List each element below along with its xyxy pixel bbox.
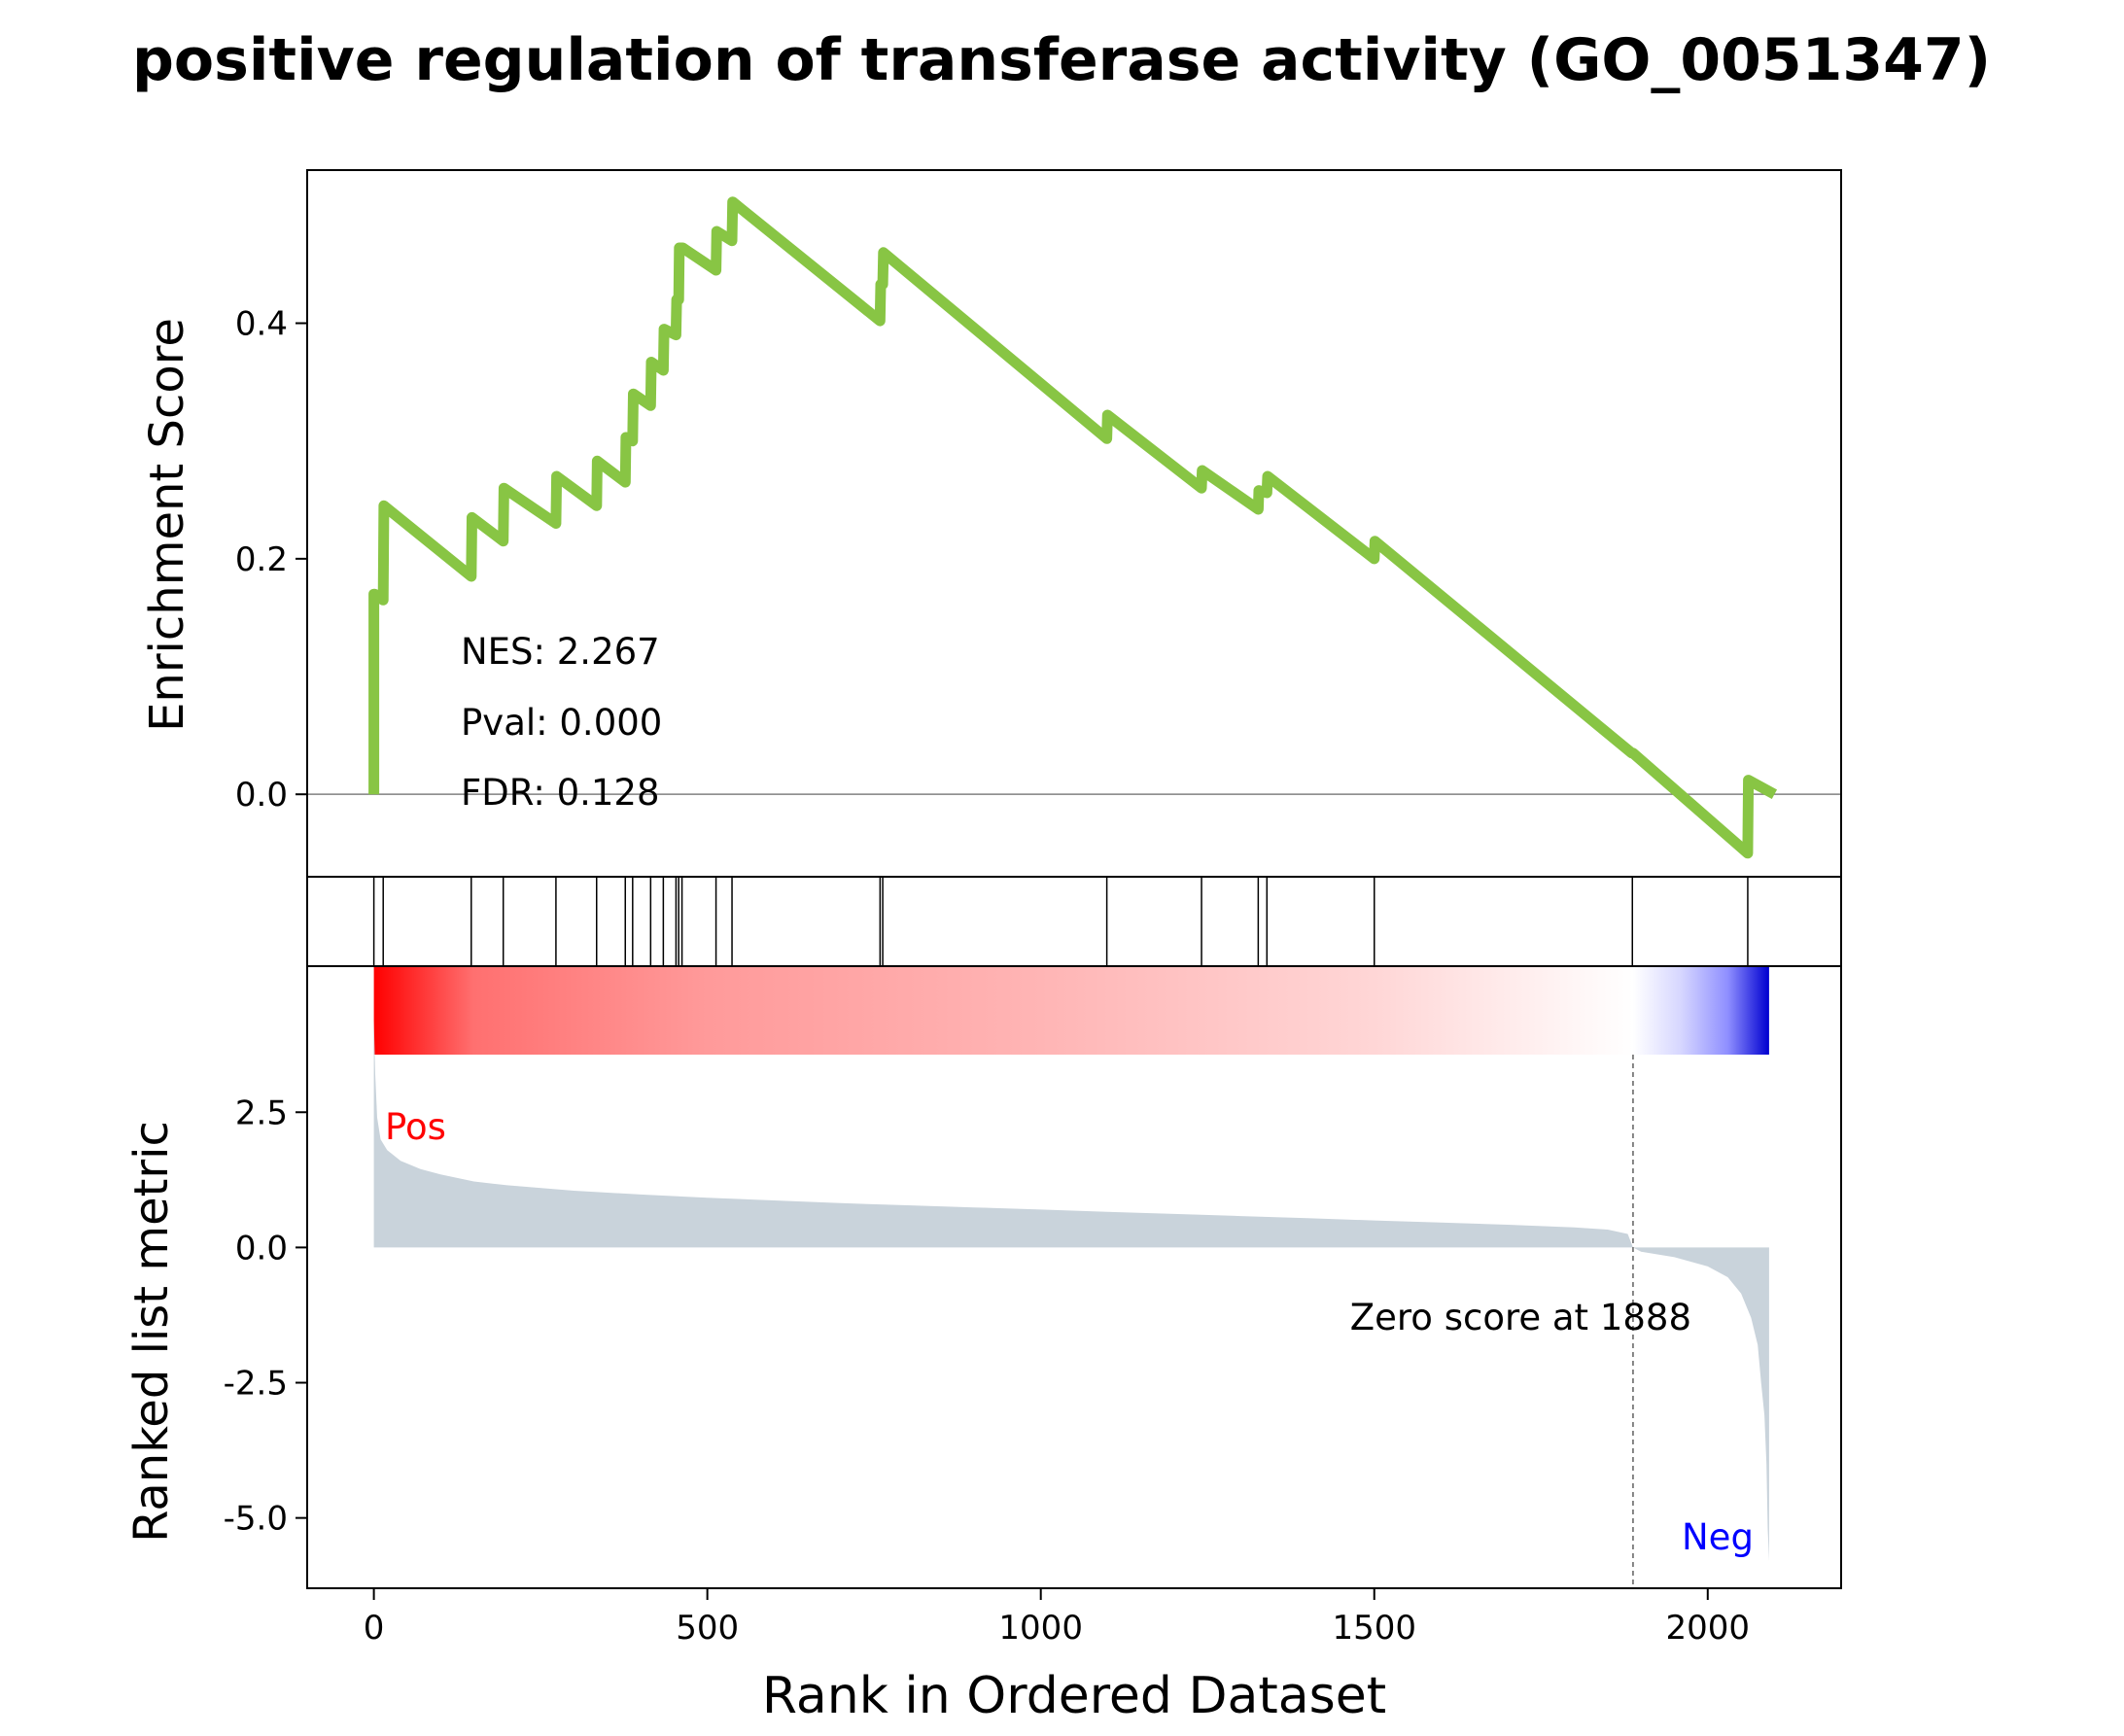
neg-label: Neg bbox=[1682, 1516, 1754, 1558]
x-axis: 0 500 1000 1500 2000 bbox=[364, 1588, 1750, 1648]
metric-y-tick-label: 0.0 bbox=[235, 1229, 288, 1267]
metric-y-tick-label: -5.0 bbox=[224, 1500, 288, 1539]
x-tick-label: 2000 bbox=[1666, 1609, 1751, 1648]
x-tick-label: 1000 bbox=[998, 1609, 1083, 1648]
es-curve bbox=[368, 196, 1778, 859]
metric-panel-frame bbox=[306, 965, 1842, 1589]
x-axis-label: Rank in Ordered Dataset bbox=[762, 1667, 1386, 1725]
es-y-tick-label: 0.4 bbox=[235, 305, 288, 344]
hit-lines bbox=[372, 877, 1749, 966]
es-y-tick-label: 0.0 bbox=[235, 776, 288, 815]
hits-panel bbox=[306, 876, 1842, 967]
metric-y-tick-label: 2.5 bbox=[235, 1094, 288, 1132]
es-y-axis: 0.0 0.2 0.4 bbox=[235, 305, 307, 815]
ranked-metric-panel: Pos Neg Zero score at 1888 2.5 0.0 -2.5 -5.… bbox=[124, 965, 1842, 1589]
es-y-tick-label: 0.2 bbox=[235, 540, 288, 579]
es-panel-frame bbox=[306, 169, 1842, 878]
rank-color-bar bbox=[373, 966, 1769, 1055]
pval-label: Pval: 0.000 bbox=[461, 702, 662, 744]
x-tick-label: 0 bbox=[364, 1609, 385, 1648]
metric-y-tick-label: -2.5 bbox=[224, 1365, 288, 1404]
zero-score-label: Zero score at 1888 bbox=[1350, 1297, 1691, 1338]
metric-y-axis-label: Ranked list metric bbox=[124, 1121, 179, 1543]
es-y-axis-label: Enrichment Score bbox=[140, 318, 194, 732]
x-tick-label: 1500 bbox=[1332, 1609, 1416, 1648]
chart-title: positive regulation of transferase activ… bbox=[132, 26, 1991, 94]
pos-label: Pos bbox=[385, 1106, 446, 1148]
enrichment-score-panel: 0.0 0.2 0.4 NES: 2.267 Pval: 0.000 FDR: 0.… bbox=[140, 169, 1842, 878]
ranked-metric-area bbox=[373, 1020, 1769, 1562]
hits-panel-frame bbox=[306, 876, 1842, 967]
fdr-label: FDR: 0.128 bbox=[461, 772, 660, 814]
metric-y-axis: 2.5 0.0 -2.5 -5.0 bbox=[224, 1094, 307, 1539]
nes-label: NES: 2.267 bbox=[461, 631, 660, 673]
x-tick-label: 500 bbox=[676, 1609, 739, 1648]
